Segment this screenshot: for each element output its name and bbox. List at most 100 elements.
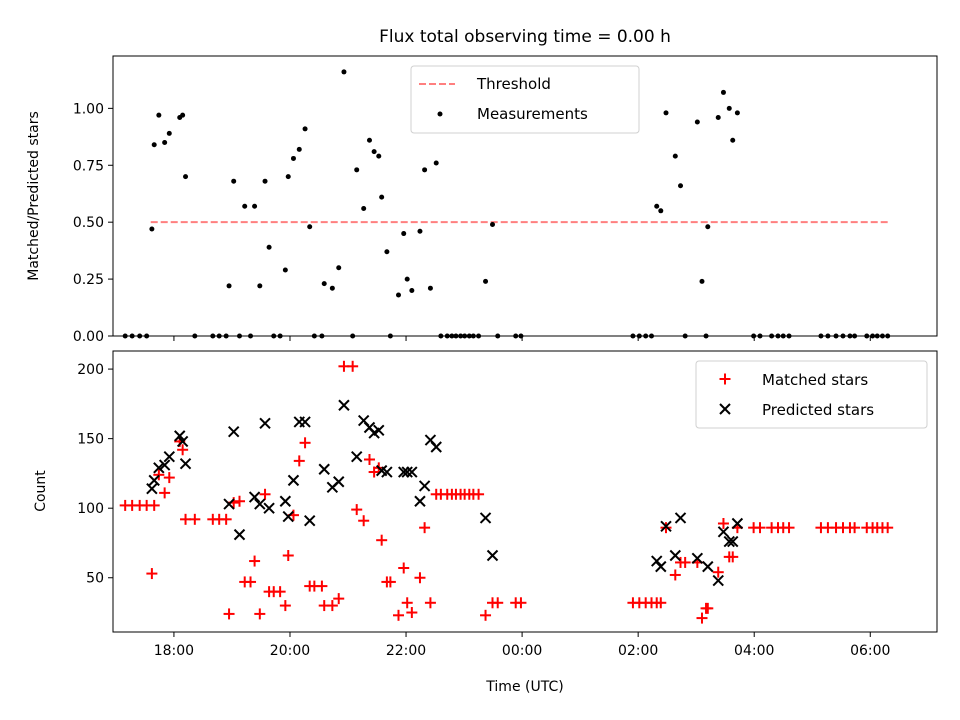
predicted-stars-point — [486, 549, 499, 562]
matched-stars-point — [783, 522, 795, 534]
matched-stars-point — [279, 600, 291, 612]
predicted-stars-point — [338, 399, 350, 411]
predicted-stars-point — [717, 526, 730, 538]
legend-measurements-label: Measurements — [477, 105, 588, 123]
matched-stars-point — [220, 513, 232, 525]
legend-measurements-marker — [437, 111, 443, 117]
measurements-point — [694, 119, 700, 125]
predicted-stars-point — [651, 555, 663, 567]
x-tick-label: 00:00 — [502, 643, 542, 659]
matched-stars-point — [177, 444, 189, 456]
matched-stars-point — [376, 534, 388, 546]
predicted-stars-point — [148, 474, 160, 487]
predicted-stars-point — [381, 466, 393, 478]
matched-stars-point — [282, 549, 294, 561]
measurements-point — [401, 231, 407, 237]
matched-stars-point — [159, 487, 171, 499]
predicted-stars-point — [674, 512, 687, 524]
measurements-point — [296, 146, 302, 152]
top-legend-box — [410, 65, 640, 134]
matched-stars-point — [347, 360, 359, 372]
top-panel: Flux total observing time = 0.00 h 0.00 0… — [26, 27, 938, 345]
measurements-point — [417, 228, 423, 234]
predicted-stars-point — [712, 574, 724, 587]
matched-stars-point — [419, 522, 431, 534]
matched-stars-point — [254, 608, 266, 620]
y-tick-label: 100 — [77, 501, 104, 517]
predicted-stars-point — [318, 463, 330, 475]
predicted-stars-point — [655, 560, 667, 573]
measurements-point — [678, 183, 684, 189]
matched-stars-point — [480, 609, 492, 621]
predicted-stars-point — [279, 495, 292, 507]
measurements-point — [404, 276, 410, 282]
predicted-stars-point — [418, 480, 431, 492]
matched-stars-point — [712, 566, 724, 578]
predicted-stars-point — [233, 528, 246, 541]
matched-stars-point — [234, 495, 246, 507]
measurements-point — [672, 153, 678, 159]
legend-matched-marker — [719, 373, 731, 385]
measurements-point — [654, 203, 660, 209]
bottom-panel: 50 100 150 200 18:00 20:00 22:00 00:00 02:00 04:0… — [33, 350, 938, 695]
matched-stars-point — [515, 597, 527, 609]
measurements-point — [427, 285, 433, 291]
matched-stars-point — [717, 517, 729, 529]
matched-stars-point — [299, 437, 311, 449]
measurements-point — [341, 69, 347, 75]
y-tick-label: 0.25 — [73, 272, 104, 288]
predicted-stars-point — [158, 459, 171, 471]
x-tick-label: 02:00 — [618, 643, 658, 659]
predicted-stars-point — [299, 416, 311, 428]
measurements-point — [705, 224, 711, 230]
y-tick-label: 0.00 — [73, 329, 104, 345]
measurements-point — [730, 137, 736, 143]
measurements-point — [307, 224, 313, 230]
predicted-stars-point — [351, 451, 363, 463]
measurements-point — [226, 283, 232, 289]
matched-stars-point — [727, 551, 739, 563]
bottom-axes-frame — [112, 350, 938, 633]
matched-stars-point — [392, 609, 404, 621]
matched-stars-point — [148, 499, 160, 511]
measurements-point — [663, 110, 669, 116]
matched-stars-point — [274, 586, 286, 598]
bottom-legend: Matched stars Predicted stars — [695, 360, 928, 429]
measurements-point — [262, 178, 268, 184]
matched-stars-point — [351, 504, 363, 516]
predicted-stars-point — [723, 535, 735, 548]
matched-stars-point — [358, 515, 370, 527]
predicted-stars-point — [174, 430, 186, 442]
measurements-point — [720, 89, 726, 95]
measurements-point — [231, 178, 237, 184]
matched-stars-point — [702, 602, 714, 614]
matched-stars-point — [245, 576, 257, 588]
top-chart-title: Flux total observing time = 0.00 h — [379, 27, 671, 47]
measurements-point — [285, 174, 291, 180]
measurements-point — [183, 174, 189, 180]
measurements-point — [379, 194, 385, 200]
x-tick-label: 04:00 — [734, 643, 774, 659]
measurements-point — [715, 114, 721, 120]
measurements-point — [734, 110, 740, 116]
measurements-point — [490, 221, 496, 227]
predicted-stars-point — [259, 417, 271, 430]
y-tick-label: 50 — [86, 571, 104, 587]
matched-stars-point — [398, 562, 410, 574]
legend-predicted-marker — [719, 403, 731, 415]
matched-stars-point — [249, 555, 261, 567]
x-tick-label: 06:00 — [850, 643, 890, 659]
bottom-plot-area: 50 100 150 200 18:00 20:00 22:00 00:00 02:00 04:0… — [77, 360, 894, 659]
measurements-point — [699, 278, 705, 284]
measurements-point — [252, 203, 258, 209]
measurements-point — [257, 283, 263, 289]
predicted-stars-point — [669, 549, 682, 562]
measurements-point — [384, 249, 390, 255]
measurements-point — [371, 149, 377, 155]
predicted-stars-point — [333, 476, 345, 488]
matched-stars-point — [223, 608, 235, 620]
matched-stars-point — [492, 597, 504, 609]
matched-stars-point — [406, 607, 418, 619]
predicted-stars-point — [702, 560, 714, 573]
